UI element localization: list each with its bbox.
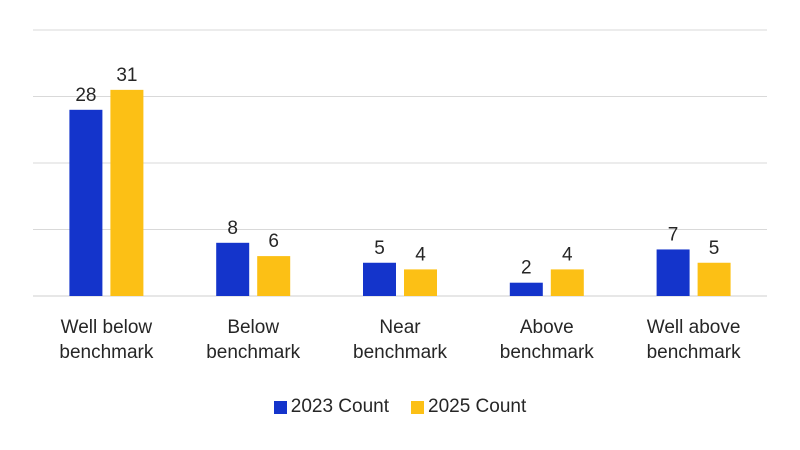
legend-swatch-2023 [273,400,287,414]
bar-2023-1 [216,242,250,296]
category-label: benchmark [500,342,594,363]
bar-2023-0 [69,109,103,296]
value-labels: 28 31 8 6 5 4 2 4 7 5 [75,65,719,279]
category-labels: Well below benchmark Below benchmark Near ben… [59,317,741,363]
bar-2023-3 [509,282,543,296]
bar-2025-3 [550,269,584,296]
category-label: Well above [647,317,741,338]
category-label: Above [520,317,574,338]
value-label: 8 [227,218,238,239]
category-label: benchmark [353,342,447,363]
value-label: 5 [374,238,385,259]
legend-item-2025: 2025 Count [411,396,526,418]
value-label: 5 [709,238,720,259]
gridlines [33,29,767,297]
bar-2023-2 [363,262,396,296]
value-label: 7 [668,224,679,245]
value-label: 6 [268,231,279,252]
category-label: Below [227,317,279,338]
value-label: 4 [562,244,573,265]
bar-2023-4 [656,249,690,296]
bars [69,89,731,296]
category-label: Near [379,317,421,338]
legend-label-2025: 2025 Count [428,396,527,417]
value-label: 4 [415,244,426,265]
category-label: benchmark [59,342,153,363]
bar-chart: 28 31 8 6 5 4 2 4 7 5 Well below benchmark Below ben… [33,29,767,363]
bar-2025-1 [257,256,291,296]
bar-2025-4 [697,262,731,296]
value-label: 2 [521,258,532,279]
legend-swatch-2025 [411,400,424,414]
bar-2025-0 [110,89,144,296]
legend: 2023 Count 2025 Count [0,396,800,418]
category-label: benchmark [206,342,300,363]
legend-item-2023: 2023 Count [273,396,389,418]
category-label: benchmark [647,342,741,363]
value-label: 28 [75,85,96,106]
category-label: Well below [61,317,153,338]
legend-label-2023: 2023 Count [290,396,389,417]
value-label: 31 [116,65,137,86]
bar-2025-2 [404,269,437,296]
